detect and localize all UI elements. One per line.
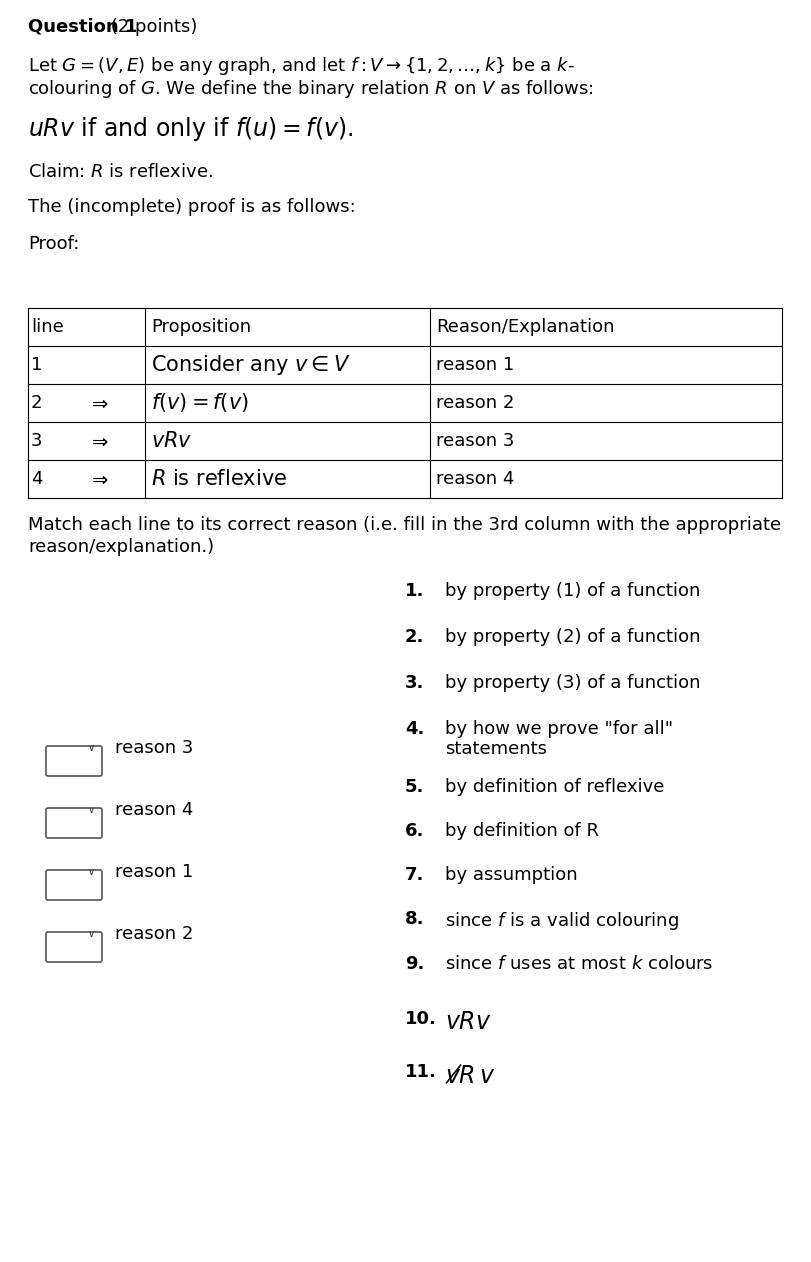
Text: by property (3) of a function: by property (3) of a function xyxy=(444,674,700,692)
Text: by how we prove "for all": by how we prove "for all" xyxy=(444,721,672,738)
Text: ∨: ∨ xyxy=(88,805,95,815)
Text: 4.: 4. xyxy=(405,721,424,738)
Text: reason 2: reason 2 xyxy=(115,925,193,943)
FancyBboxPatch shape xyxy=(46,933,102,962)
Text: $\mathit{uRv}$ if and only if $\mathit{f}(\mathit{u}) = \mathit{f}(\mathit{v})$.: $\mathit{uRv}$ if and only if $\mathit{f… xyxy=(28,115,353,143)
Text: 4: 4 xyxy=(31,469,42,488)
Text: Let $\mathit{G} = (\mathit{V}, \mathit{E})$ be any graph, and let $\mathit{f} : : Let $\mathit{G} = (\mathit{V}, \mathit{E… xyxy=(28,56,574,77)
Text: 8.: 8. xyxy=(405,910,424,928)
Text: $\mathbf{\mathit{R}}$ is reflexive: $\mathbf{\mathit{R}}$ is reflexive xyxy=(151,469,287,488)
Text: 10.: 10. xyxy=(405,1010,436,1029)
Text: (2 points): (2 points) xyxy=(105,18,197,37)
Text: $v\,\mathit{\not\!R}\,v$: $v\,\mathit{\not\!R}\,v$ xyxy=(444,1063,495,1088)
Text: ∨: ∨ xyxy=(88,743,95,753)
Text: 11.: 11. xyxy=(405,1063,436,1082)
Text: Question 1: Question 1 xyxy=(28,18,137,37)
Text: Match each line to its correct reason (i.e. fill in the 3rd column with the appr: Match each line to its correct reason (i… xyxy=(28,516,780,534)
Text: since $\mathit{f}$ is a valid colouring: since $\mathit{f}$ is a valid colouring xyxy=(444,910,678,933)
Text: 3: 3 xyxy=(31,432,42,451)
Text: by assumption: by assumption xyxy=(444,866,577,883)
Text: by definition of reflexive: by definition of reflexive xyxy=(444,777,663,796)
Text: $\Rightarrow$: $\Rightarrow$ xyxy=(88,469,109,488)
Text: 2: 2 xyxy=(31,394,42,411)
Text: $v\mathit{R}v$: $v\mathit{R}v$ xyxy=(444,1010,491,1034)
Text: reason 1: reason 1 xyxy=(115,863,193,881)
Text: reason/explanation.): reason/explanation.) xyxy=(28,538,214,557)
Text: Proof:: Proof: xyxy=(28,235,79,252)
FancyBboxPatch shape xyxy=(46,746,102,776)
Text: 1.: 1. xyxy=(405,582,424,599)
Text: Reason/Explanation: Reason/Explanation xyxy=(436,318,614,336)
Text: 3.: 3. xyxy=(405,674,424,692)
Text: 2.: 2. xyxy=(405,628,424,646)
Text: reason 2: reason 2 xyxy=(436,394,513,411)
Text: 5.: 5. xyxy=(405,777,424,796)
Text: $\mathbf{\mathit{f}}(v) = \mathbf{\mathit{f}}(v)$: $\mathbf{\mathit{f}}(v) = \mathbf{\mathi… xyxy=(151,391,248,414)
Text: by property (2) of a function: by property (2) of a function xyxy=(444,628,700,646)
Text: reason 4: reason 4 xyxy=(436,469,513,488)
FancyBboxPatch shape xyxy=(46,808,102,838)
Text: $v\mathbf{\mathit{R}}v$: $v\mathbf{\mathit{R}}v$ xyxy=(151,432,192,451)
Text: reason 3: reason 3 xyxy=(115,740,193,757)
Text: Claim: $\mathit{R}$ is reflexive.: Claim: $\mathit{R}$ is reflexive. xyxy=(28,163,212,180)
FancyBboxPatch shape xyxy=(46,870,102,900)
Text: 1: 1 xyxy=(31,356,42,374)
Text: $\Rightarrow$: $\Rightarrow$ xyxy=(88,432,109,451)
Text: reason 4: reason 4 xyxy=(115,801,193,819)
Text: reason 1: reason 1 xyxy=(436,356,513,374)
Text: 9.: 9. xyxy=(405,955,424,973)
Text: Consider any $v \in \mathbf{\mathit{V}}$: Consider any $v \in \mathbf{\mathit{V}}$ xyxy=(151,353,350,377)
Text: Proposition: Proposition xyxy=(151,318,251,336)
Text: 7.: 7. xyxy=(405,866,424,883)
Text: The (incomplete) proof is as follows:: The (incomplete) proof is as follows: xyxy=(28,198,355,216)
Text: $\Rightarrow$: $\Rightarrow$ xyxy=(88,394,109,413)
Text: statements: statements xyxy=(444,740,547,758)
Text: line: line xyxy=(31,318,64,336)
Text: ∨: ∨ xyxy=(88,929,95,939)
Text: colouring of $\mathit{G}$. We define the binary relation $\mathit{R}$ on $\mathi: colouring of $\mathit{G}$. We define the… xyxy=(28,78,594,100)
Text: by definition of R: by definition of R xyxy=(444,822,599,840)
Text: reason 3: reason 3 xyxy=(436,432,513,451)
Text: by property (1) of a function: by property (1) of a function xyxy=(444,582,700,599)
Text: since $\mathit{f}$ uses at most $\mathit{k}$ colours: since $\mathit{f}$ uses at most $\mathit… xyxy=(444,955,712,973)
Text: 6.: 6. xyxy=(405,822,424,840)
Text: ∨: ∨ xyxy=(88,867,95,877)
